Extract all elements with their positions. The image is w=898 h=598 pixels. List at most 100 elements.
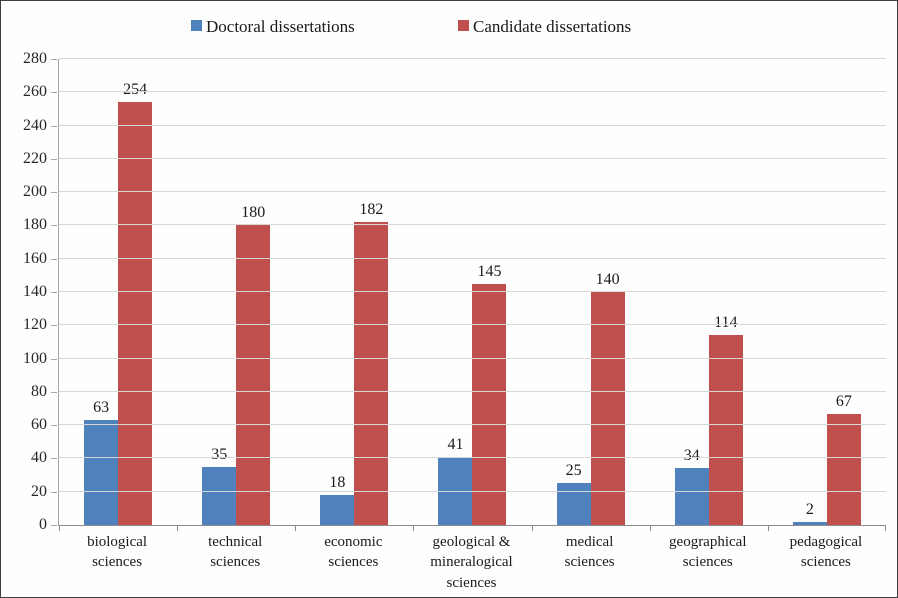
y-tick-label-80: 80: [31, 382, 47, 400]
y-tick-label-20: 20: [31, 482, 47, 500]
doctoral-bar-5: [674, 468, 709, 525]
gridline-20: [59, 490, 886, 492]
candidate-bar-2: [354, 222, 389, 525]
x-category-label-5: geographical sciences: [669, 534, 747, 571]
x-category-label-2: economic sciences: [324, 534, 383, 571]
data-label: 180: [241, 204, 266, 222]
legend-label-doctoral: Doctoral dissertations: [206, 17, 355, 36]
bar-wrap: 34: [674, 447, 709, 525]
bar-wrap: 35: [202, 445, 237, 525]
y-tick-label-60: 60: [31, 416, 47, 434]
y-tick-mark-60: [51, 425, 57, 427]
bar-wrap: 18: [320, 474, 355, 525]
y-tick-label-120: 120: [23, 316, 47, 334]
bar-group-2: 18 182: [295, 59, 413, 525]
y-tick-label-200: 200: [23, 183, 47, 201]
bar-group-5: 34 114: [650, 59, 768, 525]
bar-wrap: 25: [556, 462, 591, 525]
data-label: 67: [835, 392, 852, 410]
x-tick-mark-6: [767, 526, 769, 531]
y-tick-mark-160: [51, 258, 57, 260]
x-category-label-6: pedagogical sciences: [789, 534, 863, 571]
gridline-260: [59, 91, 886, 93]
y-tick-label-0: 0: [39, 516, 47, 533]
data-label: 35: [211, 445, 228, 463]
x-tick-mark-1: [177, 526, 179, 531]
y-tick-mark-40: [51, 458, 57, 460]
x-tick-mark-7: [885, 526, 886, 531]
data-label: 63: [93, 399, 110, 417]
data-label: 25: [565, 462, 582, 480]
candidate-bar-1: [236, 225, 271, 525]
y-tick-mark-20: [51, 491, 57, 493]
data-label: 114: [714, 314, 738, 332]
gridline-180: [59, 224, 886, 226]
data-label: 254: [123, 81, 148, 99]
data-label: 41: [447, 435, 464, 453]
candidate-bar-3: [472, 283, 507, 525]
doctoral-bar-2: [320, 495, 355, 525]
gridline-60: [59, 424, 886, 426]
y-tick-label-100: 100: [23, 349, 47, 367]
bar-wrap: 182: [354, 202, 389, 525]
data-label: 34: [683, 447, 700, 465]
gridline-80: [59, 390, 886, 392]
gridline-280: [59, 58, 886, 59]
candidate-bar-0: [118, 102, 153, 525]
data-label: 145: [477, 262, 502, 280]
y-tick-mark-200: [51, 192, 57, 194]
y-tick-mark-0: [51, 525, 57, 526]
y-tick-label-140: 140: [23, 283, 47, 300]
y-tick-mark-180: [51, 225, 57, 227]
bar-wrap: 41: [438, 435, 473, 525]
bar-wrap: 2: [792, 500, 827, 525]
bar-group-1: 35 180: [177, 59, 295, 525]
candidate-bar-4: [590, 292, 625, 525]
bar-group-3: 41 145: [413, 59, 531, 525]
y-tick-label-240: 240: [23, 116, 47, 134]
bar-wrap: 114: [708, 314, 743, 525]
gridline-120: [59, 324, 886, 326]
candidate-bar-6: [826, 413, 861, 525]
y-tick-label-260: 260: [23, 83, 47, 101]
y-tick-mark-280: [51, 59, 57, 60]
y-tick-label-160: 160: [23, 249, 47, 267]
gridline-200: [59, 191, 886, 193]
legend-item-candidate: Candidate dissertations: [458, 17, 631, 37]
candidate-bar-5: [708, 335, 743, 525]
y-tick-mark-260: [51, 92, 57, 94]
gridline-100: [59, 357, 886, 359]
bar-groups: 63 254 35 180 18 182 41 145 25 140 34 114 2 67: [59, 59, 886, 525]
x-category-label-3: geological & mineralogical sciences: [430, 534, 513, 591]
gridline-240: [59, 124, 886, 126]
bar-wrap: 180: [236, 204, 271, 525]
y-tick-label-180: 180: [23, 216, 47, 234]
bar-group-6: 2 67: [768, 59, 886, 525]
y-tick-mark-220: [51, 158, 57, 160]
y-tick-label-40: 40: [31, 449, 47, 467]
doctoral-bar-1: [202, 466, 237, 525]
x-tick-mark-3: [413, 526, 415, 531]
y-tick-label-280: 280: [23, 50, 47, 67]
y-axis-labels: 0 20 40 60 80 100 120 140 160 180 200 220 240 260 280: [1, 51, 47, 533]
x-category-label-1: technical sciences: [208, 534, 263, 571]
x-axis-category-labels: biological sciences technical sciences eco…: [58, 532, 885, 593]
bar-wrap: 254: [118, 81, 153, 525]
y-tick-mark-240: [51, 125, 57, 127]
gridline-40: [59, 457, 886, 459]
data-label: 2: [805, 500, 814, 518]
data-label: 18: [329, 474, 346, 492]
legend-item-doctoral: Doctoral dissertations: [191, 17, 355, 37]
x-category-label-4: medical sciences: [564, 534, 615, 571]
x-tick-mark-4: [531, 526, 533, 531]
x-tick-mark-2: [295, 526, 297, 531]
bar-wrap: 63: [84, 399, 119, 525]
x-category-label-0: biological sciences: [87, 534, 148, 571]
y-tick-mark-100: [51, 358, 57, 360]
data-label: 140: [595, 271, 620, 288]
doctoral-bar-4: [556, 483, 591, 525]
y-tick-mark-80: [51, 391, 57, 393]
doctoral-bar-0: [84, 420, 119, 525]
x-tick-mark-0: [59, 526, 60, 531]
bar-group-4: 25 140: [532, 59, 650, 525]
